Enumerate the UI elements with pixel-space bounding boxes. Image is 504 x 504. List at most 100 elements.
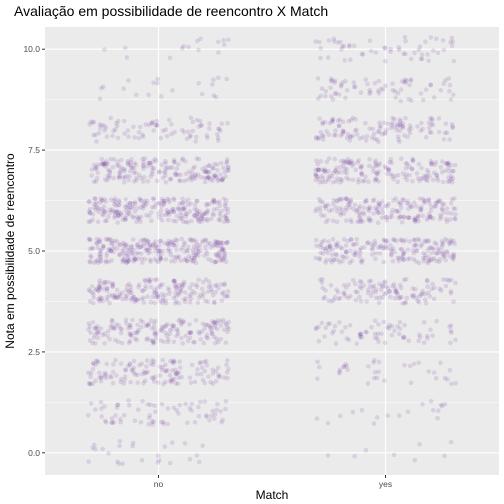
data-point [338, 210, 344, 216]
data-point [195, 172, 201, 177]
data-point [443, 257, 449, 263]
data-point [341, 43, 347, 49]
data-point [172, 360, 177, 365]
data-point [318, 159, 324, 164]
data-point [135, 329, 141, 335]
data-point [354, 341, 360, 346]
data-point [432, 285, 437, 291]
data-point [314, 243, 319, 249]
data-point [396, 258, 402, 264]
data-point [366, 215, 372, 221]
data-point [399, 124, 404, 130]
data-point [181, 279, 187, 285]
data-point [214, 206, 220, 212]
data-point [403, 115, 408, 121]
data-point [389, 125, 394, 131]
data-point [346, 199, 351, 204]
data-point [91, 292, 96, 297]
data-point [452, 196, 457, 201]
data-point [170, 360, 176, 366]
data-point [161, 421, 166, 427]
data-point [143, 370, 149, 376]
data-point [111, 295, 117, 300]
data-point [173, 301, 178, 306]
data-point [223, 406, 228, 412]
data-point [189, 408, 194, 413]
data-point [208, 287, 214, 292]
data-point [442, 253, 448, 258]
data-point [122, 258, 128, 264]
data-point [160, 324, 165, 330]
data-point [101, 162, 106, 167]
data-point [383, 203, 388, 209]
data-point [90, 246, 96, 251]
data-point [327, 247, 333, 253]
data-point [169, 377, 174, 382]
data-point [371, 283, 377, 289]
data-point [449, 35, 455, 41]
data-point [156, 252, 161, 257]
data-point [313, 172, 318, 177]
data-point [219, 160, 224, 166]
data-point [186, 44, 191, 50]
data-point [361, 205, 367, 211]
data-point [314, 325, 319, 331]
data-point [177, 286, 183, 291]
data-point [188, 133, 193, 138]
data-point [100, 198, 105, 204]
data-point [409, 166, 415, 172]
data-point [372, 335, 378, 341]
data-point [429, 160, 435, 166]
data-point [95, 170, 101, 175]
data-point [174, 333, 179, 339]
data-point [374, 162, 379, 167]
data-point [103, 199, 109, 204]
data-point [198, 337, 203, 342]
data-point [448, 277, 454, 283]
data-point [438, 88, 444, 93]
data-point [313, 39, 318, 44]
data-point [195, 218, 201, 223]
data-point [102, 162, 107, 167]
data-point [170, 378, 175, 384]
data-point [220, 317, 226, 323]
data-point [156, 169, 162, 175]
data-point [146, 415, 152, 421]
data-point [350, 163, 355, 169]
data-point [131, 165, 137, 171]
data-point [159, 196, 165, 202]
data-point [104, 297, 110, 303]
data-point [175, 331, 181, 337]
data-point [447, 241, 452, 247]
data-point [416, 214, 421, 219]
data-point [144, 212, 149, 218]
data-point [86, 287, 92, 293]
data-point [131, 358, 137, 364]
data-point [372, 358, 377, 363]
data-point [221, 252, 227, 258]
data-point [448, 237, 454, 243]
data-point [184, 258, 190, 264]
data-point [188, 134, 193, 140]
data-point [221, 375, 227, 380]
data-point [144, 364, 149, 369]
data-point [344, 170, 350, 176]
data-point [172, 159, 177, 165]
data-point [91, 201, 97, 207]
data-point [149, 375, 155, 381]
data-point [140, 399, 145, 404]
data-point [101, 160, 106, 166]
data-point [333, 205, 339, 210]
data-point [322, 204, 328, 209]
data-point [399, 294, 404, 300]
data-point [332, 156, 338, 162]
data-point [174, 248, 179, 253]
data-point [141, 295, 146, 301]
data-point [97, 285, 103, 290]
data-point [118, 330, 124, 336]
data-point [196, 124, 202, 129]
data-point [374, 295, 379, 301]
data-point [93, 258, 99, 264]
data-point [437, 257, 443, 262]
data-point [426, 197, 432, 203]
